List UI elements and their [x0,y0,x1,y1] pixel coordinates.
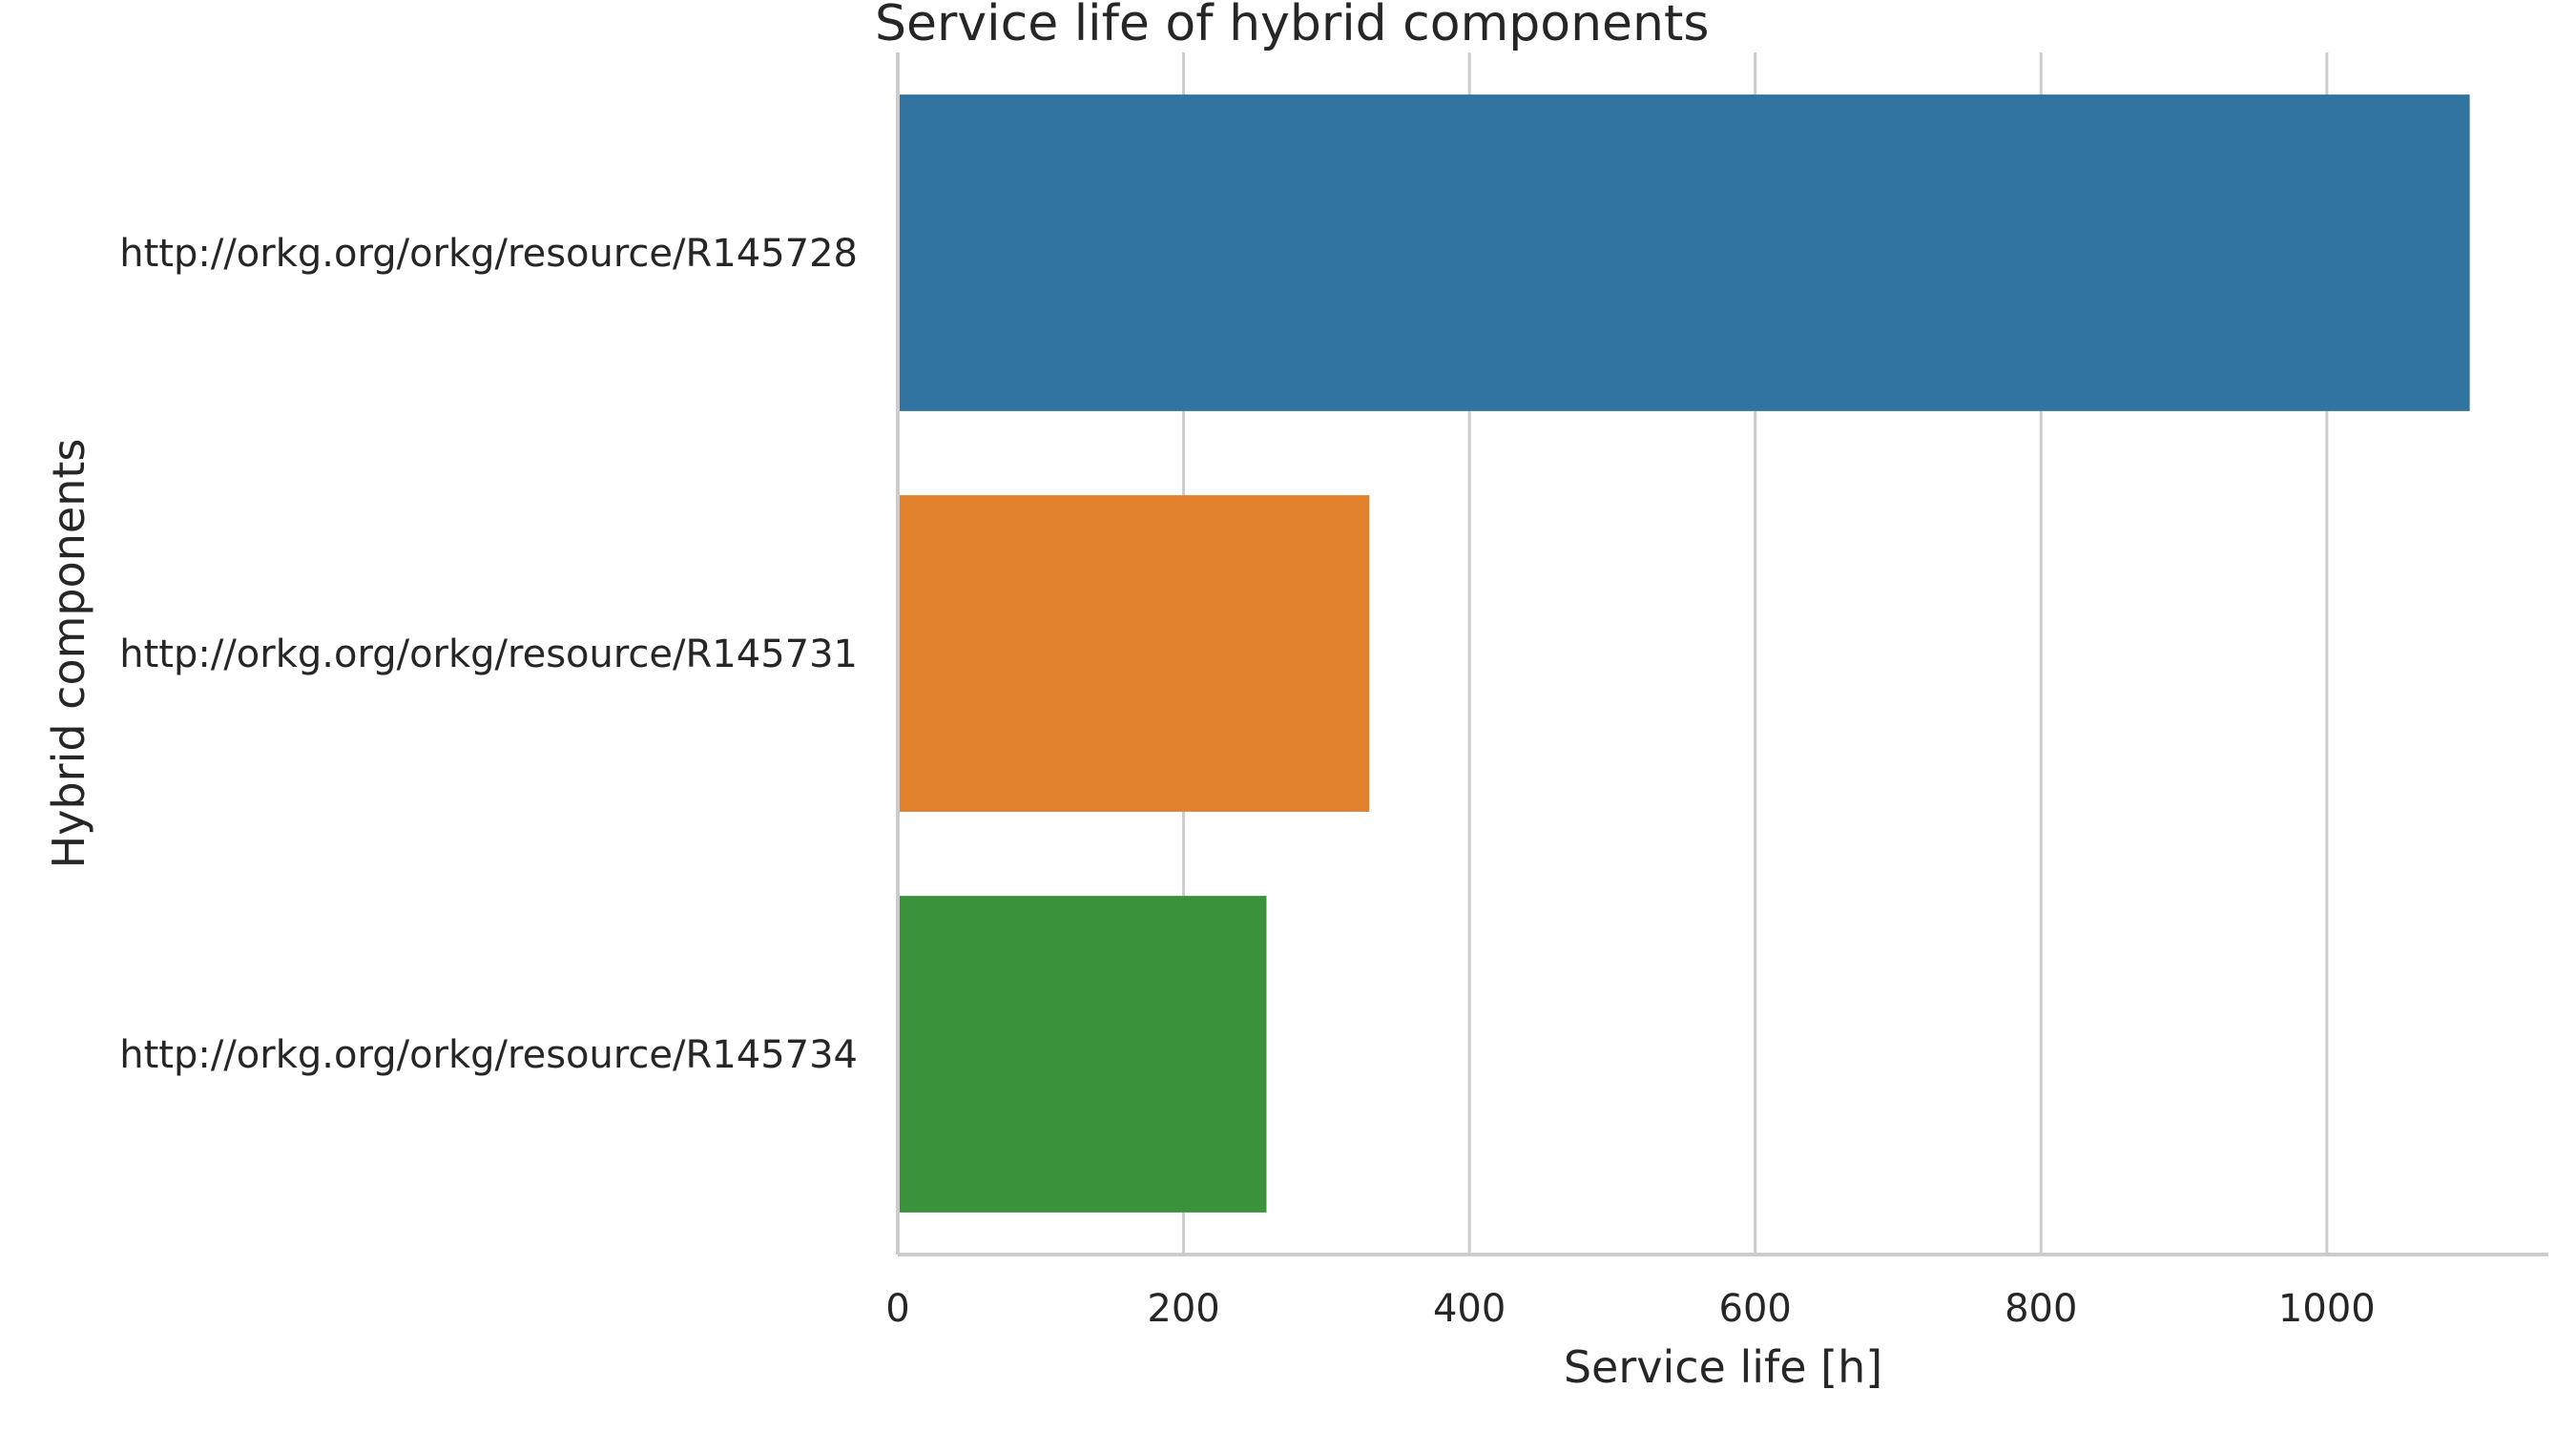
bars [898,94,2470,1213]
x-tick-label: 200 [1147,1287,1219,1331]
y-axis-title: Hybrid components [43,439,94,869]
chart-title: Service life of hybrid components [875,0,1709,52]
x-tick-label: 0 [885,1287,909,1331]
x-tick-label: 400 [1433,1287,1506,1331]
x-tick-labels: 0 200 400 600 800 1000 [885,1287,2375,1331]
bar [898,94,2470,411]
category-label: http://orkg.org/orkg/resource/R145728 [119,232,858,276]
bar [898,896,1267,1213]
bar [898,495,1370,812]
x-axis-title: Service life [h] [1564,1341,1882,1393]
category-label: http://orkg.org/orkg/resource/R145731 [119,633,858,676]
category-labels: http://orkg.org/orkg/resource/R145728 htt… [119,232,858,1077]
x-tick-label: 1000 [2278,1287,2376,1331]
x-tick-label: 800 [2005,1287,2077,1331]
x-tick-label: 600 [1719,1287,1792,1331]
category-label: http://orkg.org/orkg/resource/R145734 [119,1033,858,1077]
